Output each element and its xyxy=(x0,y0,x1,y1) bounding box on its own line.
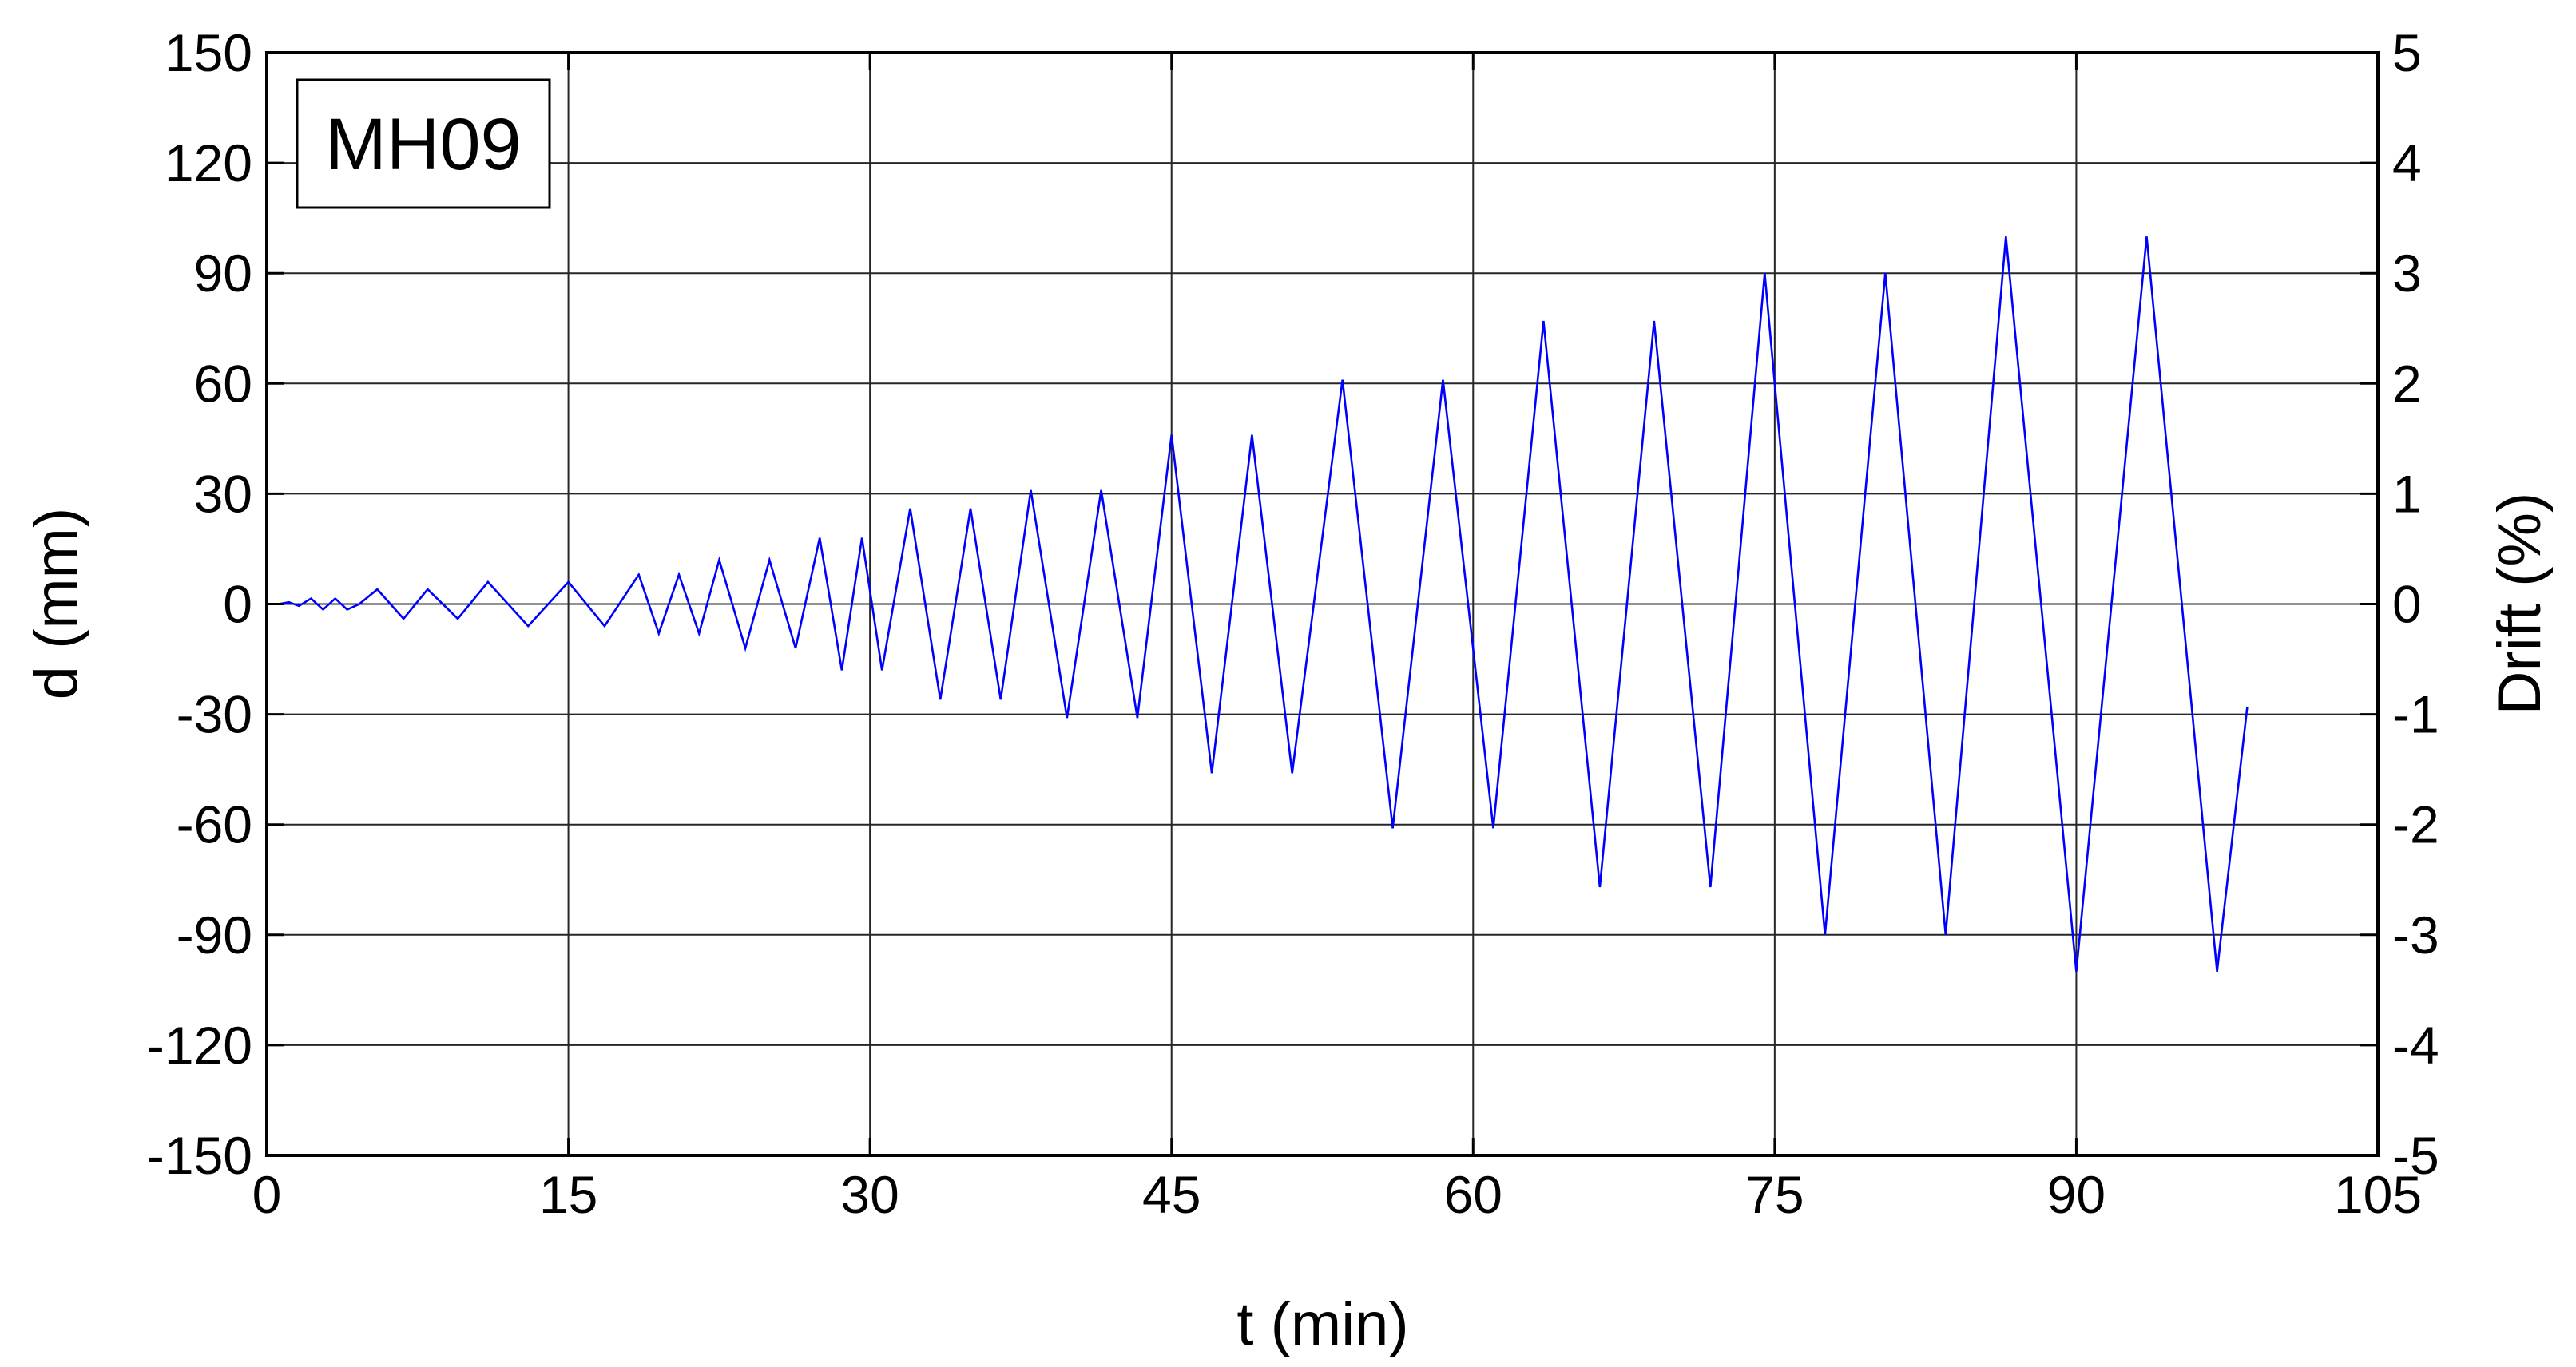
y2-axis-label: Drift (%) xyxy=(2486,493,2554,715)
y-axis-label: d (mm) xyxy=(22,508,90,700)
annotation-label: MH09 xyxy=(325,104,521,185)
x-tick-label: 75 xyxy=(1745,1165,1804,1224)
y-tick-label: 90 xyxy=(194,244,252,303)
y-tick-label: -150 xyxy=(147,1126,252,1185)
y-tick-label: -30 xyxy=(177,685,252,744)
y-tick-label: 0 xyxy=(223,575,252,634)
x-tick-label: 15 xyxy=(539,1165,597,1224)
y-tick-label: 120 xyxy=(165,133,252,192)
y2-tick-label: 5 xyxy=(2392,23,2422,82)
y2-tick-label: 4 xyxy=(2392,133,2422,192)
y2-tick-label: -2 xyxy=(2392,795,2439,854)
y-tick-label: -60 xyxy=(177,795,252,854)
y2-tick-label: 3 xyxy=(2392,244,2422,303)
series-layer xyxy=(267,236,2249,972)
y2-tick-label: -5 xyxy=(2392,1126,2439,1185)
x-axis-label: t (min) xyxy=(1236,1290,1408,1358)
y2-tick-label: 2 xyxy=(2392,354,2422,413)
y2-tick-label: -1 xyxy=(2392,685,2439,744)
y2-tick-label: -4 xyxy=(2392,1016,2439,1075)
axes xyxy=(265,51,2380,1157)
x-tick-label: 60 xyxy=(1444,1165,1502,1224)
annotation-box-frame xyxy=(296,78,551,209)
y2-tick-labels: -5 -4 -3 -2 -1 0 1 2 3 4 5 xyxy=(2392,23,2439,1185)
grid-lines xyxy=(267,53,2378,1155)
y2-tick-label: -3 xyxy=(2392,905,2439,965)
y-tick-label: 30 xyxy=(194,464,252,523)
x-tick-label: 30 xyxy=(840,1165,899,1224)
y-tick-labels: -150 -120 -90 -60 -30 0 30 60 90 120 150 xyxy=(147,23,252,1185)
y-tick-label: 150 xyxy=(165,23,252,82)
x-tick-label: 105 xyxy=(2334,1165,2422,1224)
x-tick-label: 45 xyxy=(1142,1165,1201,1224)
y-tick-label: 60 xyxy=(194,354,252,413)
y-tick-label: -90 xyxy=(177,905,252,965)
y2-tick-label: 1 xyxy=(2392,464,2422,523)
y2-tick-label: 0 xyxy=(2392,575,2422,634)
y-tick-label: -120 xyxy=(147,1016,252,1075)
x-tick-label: 90 xyxy=(2047,1165,2106,1224)
annotation-box: MH09 xyxy=(296,78,551,209)
series-line xyxy=(267,236,2249,972)
x-tick-label: 0 xyxy=(252,1165,282,1224)
x-tick-labels: 0 15 30 45 60 75 90 105 xyxy=(252,1165,2422,1224)
